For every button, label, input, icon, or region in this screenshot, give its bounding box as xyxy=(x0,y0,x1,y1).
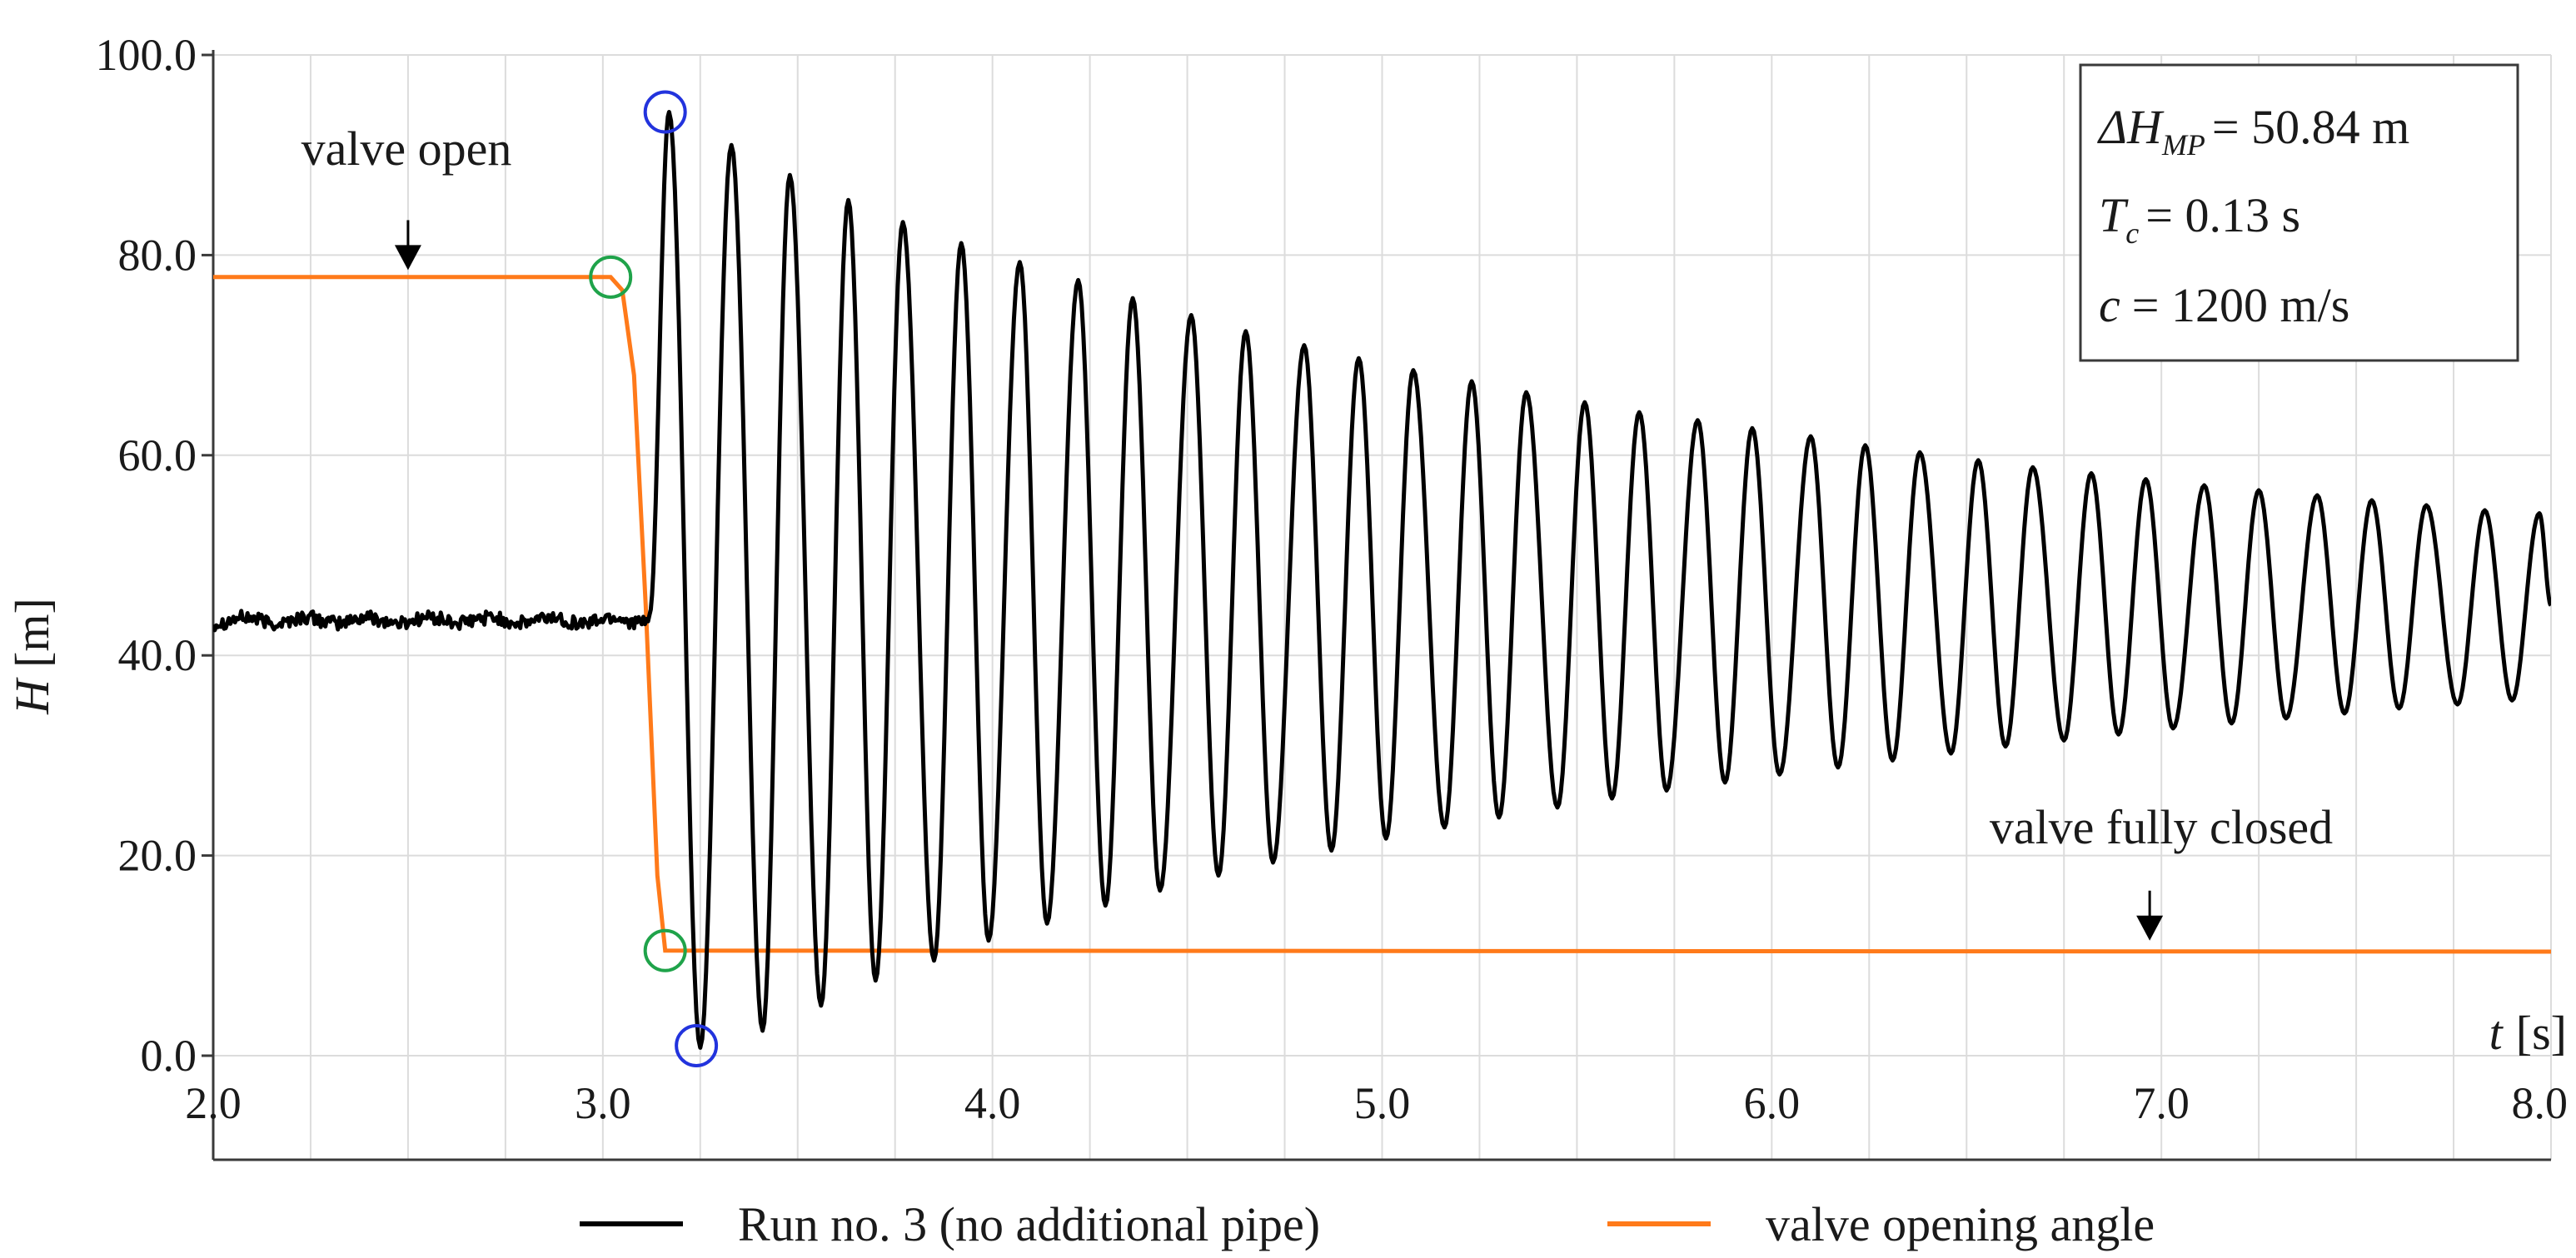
series-valve-opening-angle xyxy=(213,275,2551,954)
x-tick-label: 8.0 xyxy=(2512,1078,2569,1128)
y-axis-var: H xyxy=(5,677,59,715)
y-tick-label: 80.0 xyxy=(118,230,197,280)
max-head-marker xyxy=(643,90,687,134)
info-box: ΔHMP = 50.84 m Tc = 0.13 s c = 1200 m/s xyxy=(2079,63,2519,362)
closure-start-marker xyxy=(589,255,633,299)
x-tick-label: 4.0 xyxy=(964,1078,1021,1128)
markers xyxy=(589,90,719,1067)
legend-label-valve-opening-angle: valve opening angle xyxy=(1766,1197,2155,1251)
y-axis-unit: [m] xyxy=(5,598,59,668)
y-tick-labels: 0.0 20.0 40.0 60.0 80.0 100.0 xyxy=(96,30,197,1081)
annotation-arrows xyxy=(394,220,2164,941)
closure-end-marker xyxy=(643,928,687,972)
x-tick-label: 6.0 xyxy=(1744,1078,1801,1128)
info-value-dh: = 50.84 m xyxy=(2212,100,2409,154)
y-tick-label: 40.0 xyxy=(118,630,197,680)
y-tick-label: 60.0 xyxy=(118,430,197,480)
axes xyxy=(202,50,2551,1161)
x-tick-label: 3.0 xyxy=(575,1078,631,1128)
info-line-head-rise: ΔHMP = 50.84 m xyxy=(2097,100,2409,162)
x-tick-labels: 2.0 3.0 4.0 5.0 6.0 7.0 8.0 xyxy=(185,1078,2568,1128)
min-head-marker xyxy=(675,1023,719,1067)
y-tick-label: 100.0 xyxy=(96,30,197,80)
x-tick-label: 2.0 xyxy=(185,1078,242,1128)
x-axis-label: t [s] xyxy=(2489,1006,2567,1060)
annotation-arrow-head xyxy=(394,245,421,271)
info-line-closing-time: Tc = 0.13 s xyxy=(2099,188,2300,250)
annotation-arrow-head xyxy=(2136,915,2164,941)
y-tick-label: 20.0 xyxy=(118,831,197,881)
info-subscript-mp: MP xyxy=(2161,128,2205,162)
x-axis-unit: [s] xyxy=(2516,1006,2567,1060)
y-axis-label: H [m] xyxy=(5,598,59,715)
info-symbol-dh: ΔH xyxy=(2097,100,2165,154)
annotation-valve-fully-closed: valve fully closed xyxy=(1990,800,2333,854)
annotations: valve open valve fully closed xyxy=(301,122,2334,854)
legend-label-run-no-3: Run no. 3 (no additional pipe) xyxy=(738,1197,1320,1251)
info-box-frame xyxy=(2079,63,2519,362)
grid xyxy=(212,54,2552,1160)
info-subscript-c: c xyxy=(2125,216,2139,250)
legend: Run no. 3 (no additional pipe) valve ope… xyxy=(580,1197,2155,1251)
x-axis-var: t xyxy=(2489,1006,2504,1060)
y-tick-label: 0.0 xyxy=(141,1031,197,1081)
series-run-no-3 xyxy=(213,110,2551,1050)
x-tick-label: 5.0 xyxy=(1354,1078,1411,1128)
info-value-tc: = 0.13 s xyxy=(2145,188,2300,242)
info-symbol-c: c xyxy=(2099,278,2120,332)
info-value-c: = 1200 m/s xyxy=(2132,278,2350,332)
x-tick-label: 7.0 xyxy=(2133,1078,2190,1128)
annotation-valve-open: valve open xyxy=(301,122,512,176)
info-line-wave-speed: c = 1200 m/s xyxy=(2099,278,2349,332)
info-symbol-tc: T xyxy=(2099,188,2129,242)
